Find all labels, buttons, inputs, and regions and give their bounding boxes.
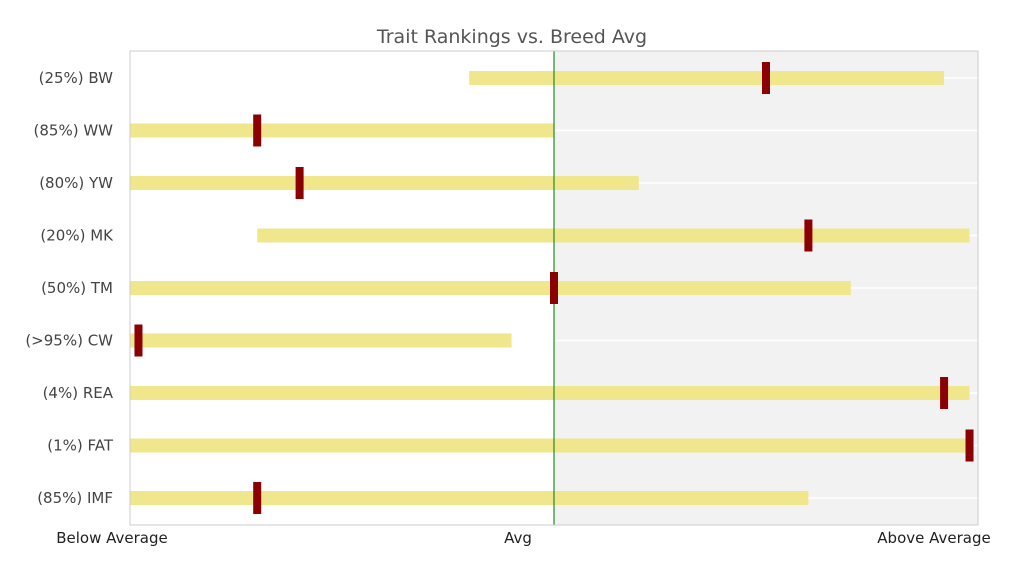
x-tick-label-above: Above Average — [877, 529, 990, 547]
y-tick-labels: (25%) BW (85%) WW (80%) YW (20%) MK (50%) TM… — [25, 69, 114, 507]
range-bar — [130, 491, 809, 505]
y-tick-label: (4%) REA — [43, 384, 114, 402]
plot-frame — [129, 50, 979, 526]
range-bar — [130, 281, 851, 295]
value-marker — [550, 272, 558, 304]
range-bar — [130, 333, 512, 348]
range-bars — [130, 71, 970, 505]
y-tick-label: (50%) TM — [41, 279, 113, 297]
y-tick-label: (>95%) CW — [25, 332, 113, 350]
x-tick-label-below: Below Average — [56, 529, 168, 547]
range-bar — [130, 176, 639, 190]
value-marker — [134, 324, 143, 357]
range-bar — [130, 438, 970, 453]
value-marker — [965, 429, 974, 462]
value-marker — [940, 377, 949, 409]
value-marker — [253, 114, 262, 147]
x-tick-label-avg: Avg — [504, 529, 532, 547]
value-marker — [762, 62, 770, 94]
range-bar — [469, 71, 945, 85]
y-tick-label: (20%) MK — [40, 227, 114, 245]
value-markers — [134, 62, 974, 514]
y-tick-label: (1%) FAT — [47, 437, 114, 455]
y-tick-label: (80%) YW — [39, 174, 113, 192]
value-marker — [295, 167, 304, 199]
range-bar — [257, 228, 970, 243]
chart-title: Trait Rankings vs. Breed Avg — [376, 26, 647, 48]
value-marker — [804, 219, 813, 252]
y-tick-label: (85%) WW — [34, 122, 114, 140]
y-tick-label: (85%) IMF — [37, 489, 113, 507]
y-tick-label: (25%) BW — [39, 69, 114, 87]
value-marker — [253, 482, 262, 514]
range-bar — [130, 123, 554, 138]
range-bar — [130, 386, 970, 400]
